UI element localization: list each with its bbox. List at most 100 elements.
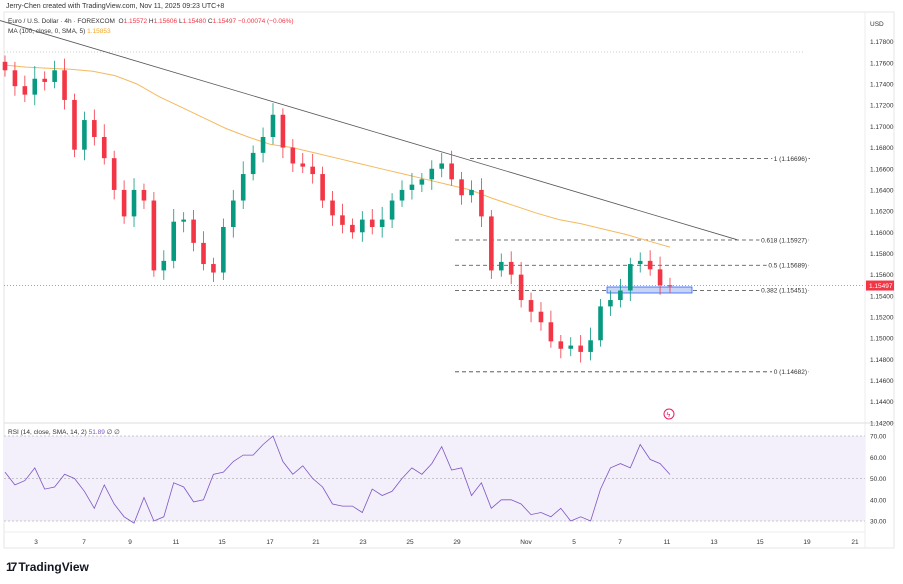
time-tick-label: 5 <box>572 539 576 546</box>
rsi-tick-label: 40.00 <box>870 497 887 504</box>
time-tick-label: 21 <box>312 539 320 546</box>
rsi-extra: ∅ ∅ <box>106 429 120 436</box>
low-value: 1.15480 <box>182 18 207 25</box>
candle-body <box>558 341 564 349</box>
price-tick-label: 1.17200 <box>870 103 894 110</box>
time-tick-label: 25 <box>406 539 414 546</box>
chart-credit: Jerry-Chen created with TradingView.com,… <box>6 3 225 10</box>
last-price-badge <box>866 280 894 291</box>
ma-label: MA (100, close, 0, SMA, 5) <box>8 28 86 35</box>
candle-body <box>508 261 514 275</box>
candle-body <box>191 219 196 243</box>
candle-body <box>548 322 554 342</box>
candle-body <box>389 200 395 220</box>
candle-body <box>12 70 18 87</box>
price-tick-label: 1.17600 <box>870 60 894 67</box>
tradingview-logo[interactable]: 17 TradingView <box>6 560 89 574</box>
open-label: O <box>118 18 124 25</box>
candle-body <box>250 152 256 175</box>
symbol-name[interactable]: Euro / U.S. Dollar · 4h · FOREXCOM <box>8 18 115 25</box>
candle-body <box>459 179 464 196</box>
candle-body <box>518 274 524 301</box>
candle-body <box>22 86 28 95</box>
last-price-text: 1.15497 <box>869 283 893 290</box>
candle-body <box>330 200 335 216</box>
price-tick-label: 1.16800 <box>870 145 894 152</box>
time-tick-label: 11 <box>173 539 180 546</box>
price-tick-label: 1.16200 <box>870 209 894 216</box>
candle-body <box>538 311 544 323</box>
close-label: C <box>207 18 213 25</box>
time-tick-label: 13 <box>710 539 718 546</box>
candle-body <box>598 306 603 341</box>
rsi-line <box>4 435 671 524</box>
candle-body <box>151 200 157 271</box>
candle-body <box>379 219 385 227</box>
time-tick-label: 15 <box>218 539 226 546</box>
rsi-label: RSI (14, close, SMA, 14, 2) <box>8 429 87 436</box>
candle-body <box>657 269 663 286</box>
currency-label: USD <box>870 21 884 28</box>
rsi-tick-label: 30.00 <box>870 519 887 526</box>
time-tick-label: 21 <box>851 539 859 546</box>
high-label: H <box>148 18 154 25</box>
candle-body <box>72 99 77 150</box>
candle-body <box>161 260 167 271</box>
candle-body <box>121 189 127 217</box>
price-tick-label: 1.16400 <box>870 187 894 194</box>
price-tick-label: 1.14600 <box>870 378 894 385</box>
candle-body <box>667 285 673 287</box>
price-tick-label: 1.14800 <box>870 357 894 364</box>
rsi-value: 51.89 <box>88 429 105 436</box>
candle-body <box>300 163 306 167</box>
price-tick-label: 1.16000 <box>870 230 894 237</box>
time-tick-label: 19 <box>803 539 811 546</box>
rsi-tick-label: 50.00 <box>870 476 887 483</box>
candle-body <box>429 168 435 180</box>
candle-body <box>409 184 415 190</box>
time-tick-label: 15 <box>756 539 764 546</box>
time-tick-label: 7 <box>82 539 86 546</box>
candle-body <box>449 163 454 180</box>
change-value: −0.00074 (−0.06%) <box>237 18 294 25</box>
price-tick-label: 1.15000 <box>870 336 894 343</box>
candle-body <box>211 264 216 273</box>
symbol-legend: Euro / U.S. Dollar · 4h · FOREXCOM O1.15… <box>8 18 294 25</box>
candle-body <box>270 114 276 137</box>
candle-body <box>181 219 186 222</box>
open-value: 1.15572 <box>123 18 148 25</box>
close-value: 1.15497 <box>212 18 237 25</box>
candle-body <box>340 215 345 225</box>
candle-body <box>419 179 425 185</box>
candle-body <box>221 226 226 273</box>
candle-body <box>171 221 177 261</box>
lightning-glyph: ϟ <box>667 412 671 419</box>
candle-body <box>320 174 325 201</box>
ma-line <box>3 64 671 248</box>
time-tick-label: 17 <box>266 539 274 546</box>
candle-body <box>290 147 296 164</box>
candle-body <box>568 345 574 349</box>
candle-body <box>82 120 87 150</box>
candle-body <box>439 163 445 169</box>
candle-body <box>469 189 474 196</box>
fib-level-label: 0 (1.14682) <box>774 369 807 376</box>
candle-body <box>131 189 137 217</box>
candle-body <box>578 345 583 352</box>
candle-body <box>101 136 107 159</box>
candle-body <box>111 158 117 190</box>
candle-body <box>260 136 266 153</box>
price-tick-label: 1.17400 <box>870 82 894 89</box>
candle-body <box>62 70 67 100</box>
time-tick-label: 3 <box>34 539 38 546</box>
candle-body <box>618 290 623 301</box>
price-tick-label: 1.17800 <box>870 39 894 46</box>
candle-body <box>479 189 484 217</box>
price-tick-label: 1.14200 <box>870 420 894 427</box>
candle-body <box>608 300 613 307</box>
candle-body <box>627 264 633 291</box>
candle-body <box>350 224 355 233</box>
ma-legend[interactable]: MA (100, close, 0, SMA, 5) 1.15853 <box>8 28 111 35</box>
rsi-legend[interactable]: RSI (14, close, SMA, 14, 2) 51.89 ∅ ∅ <box>8 428 120 436</box>
